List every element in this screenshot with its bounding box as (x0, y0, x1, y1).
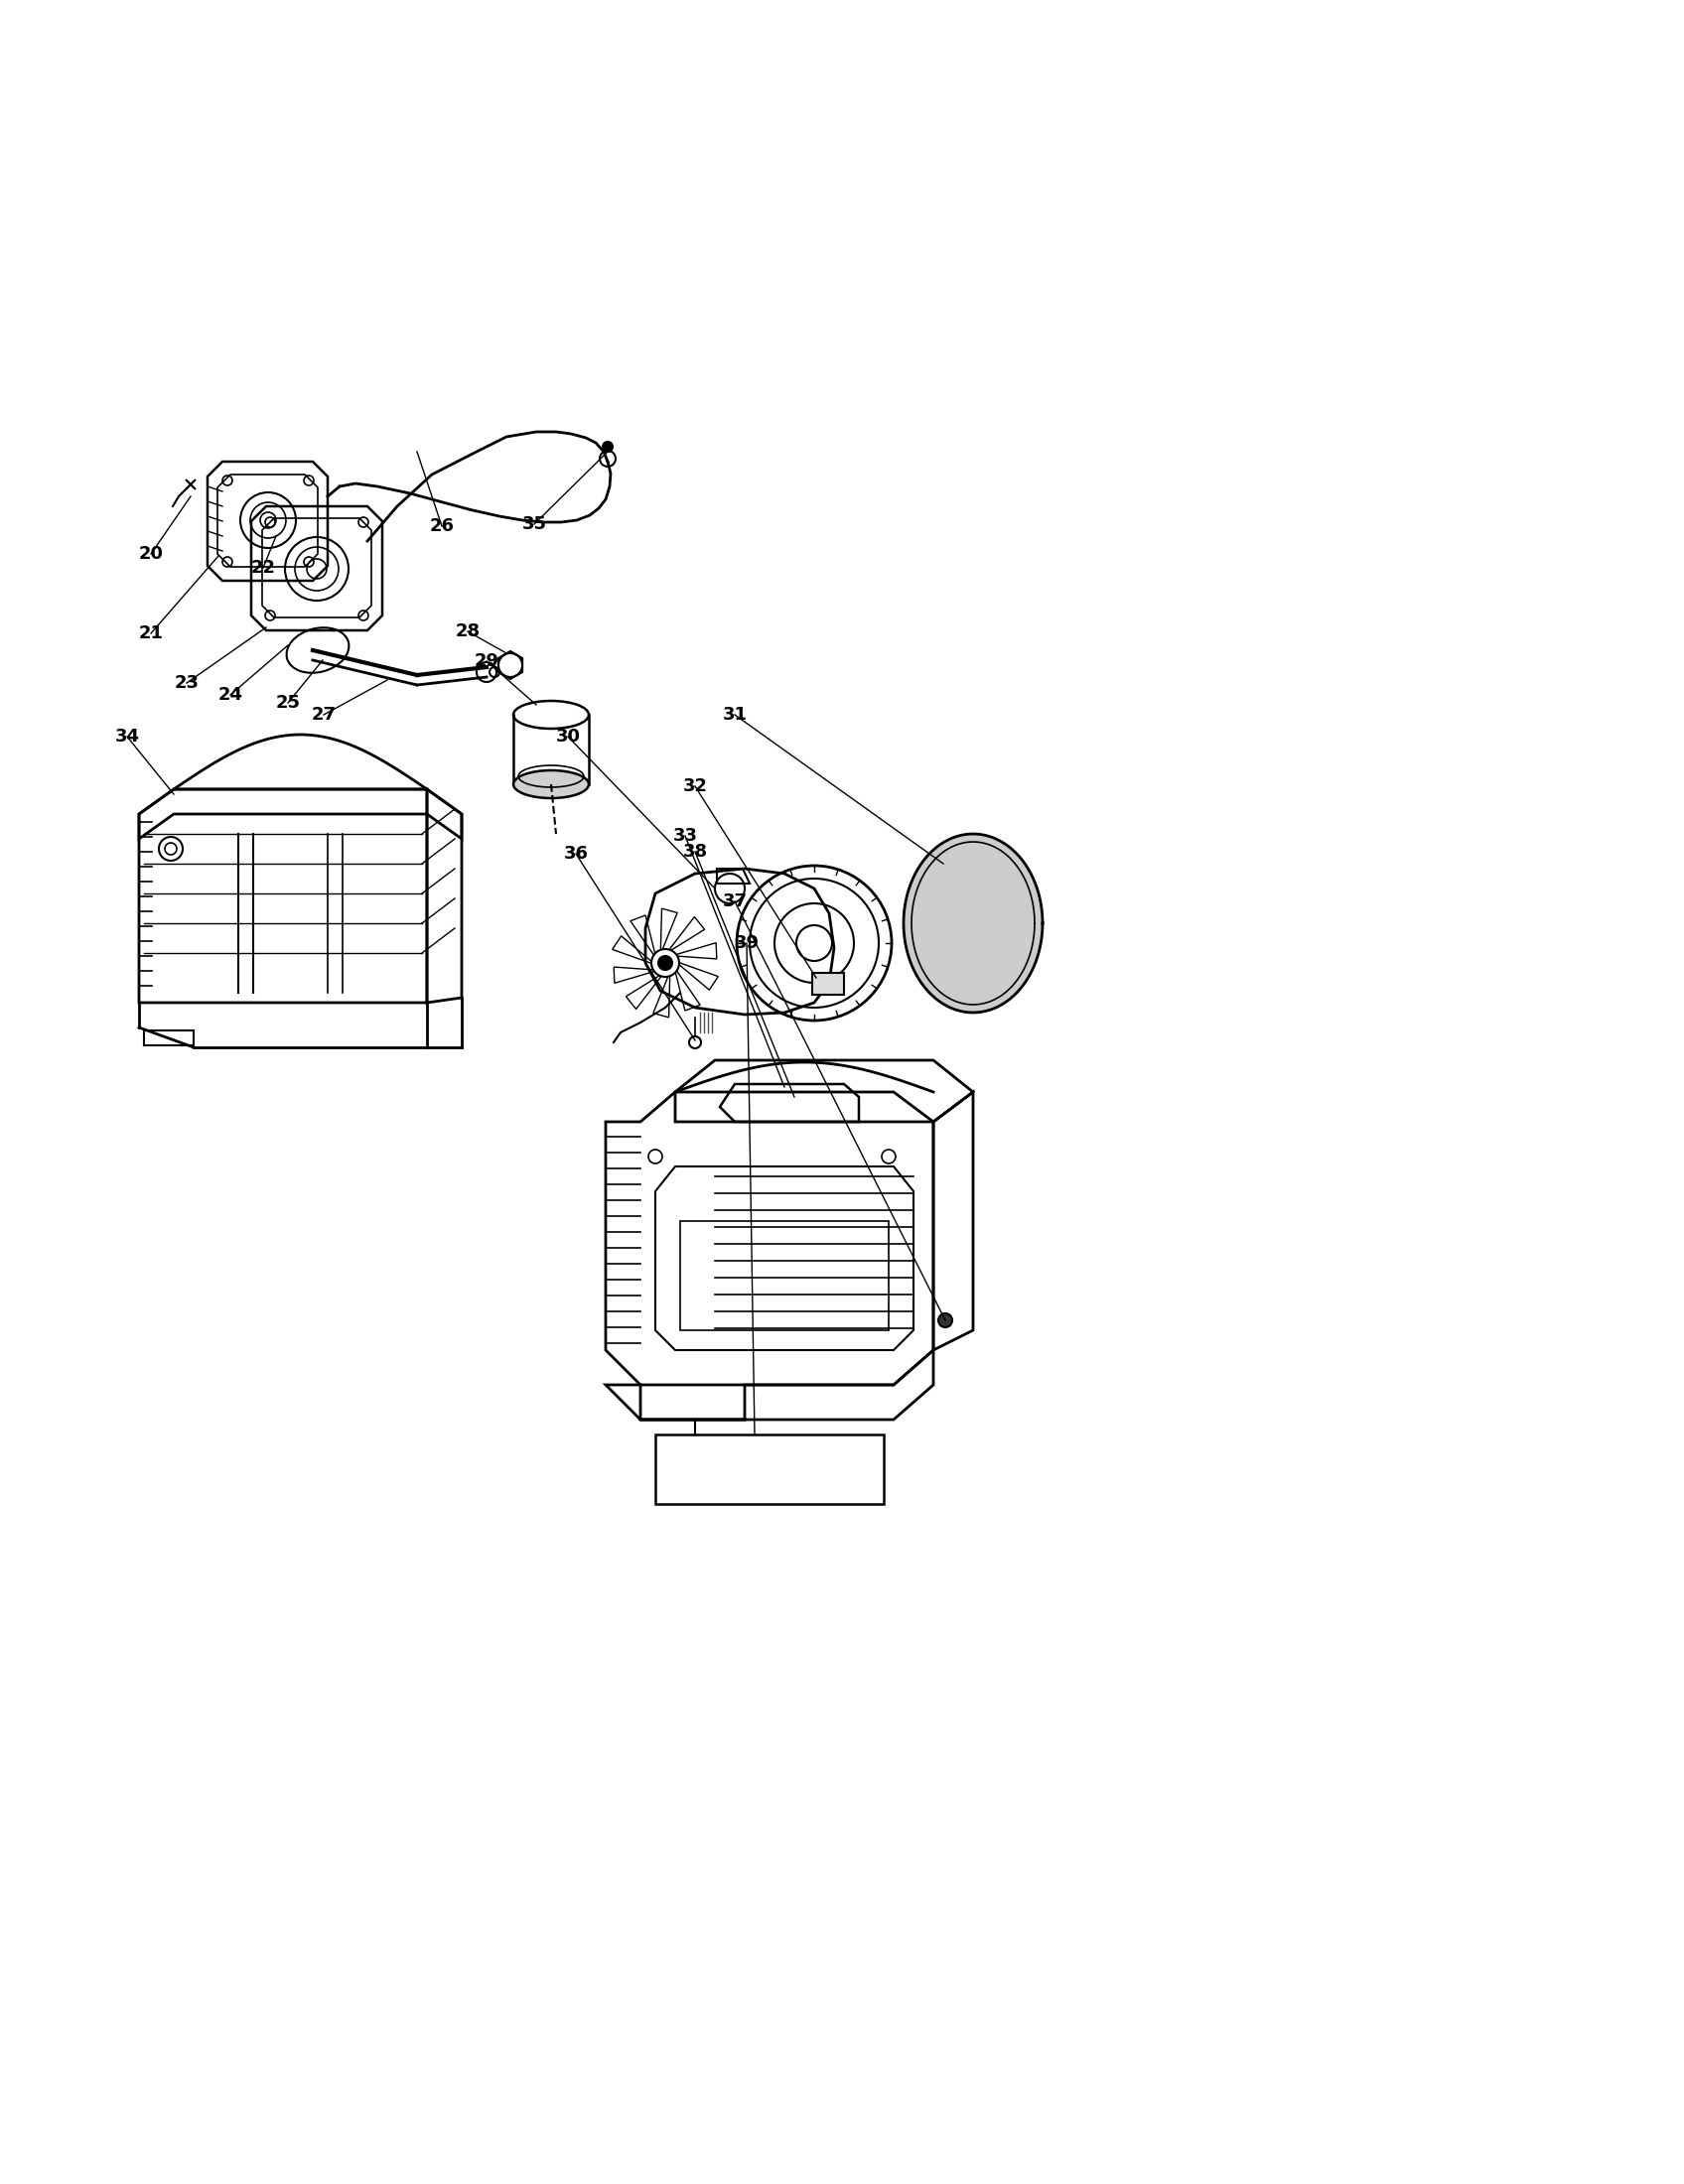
Bar (143, 1031, 194, 1046)
Text: 36: 36 (564, 845, 588, 863)
Text: 28: 28 (455, 622, 480, 640)
Text: 39: 39 (734, 935, 759, 952)
Text: 31: 31 (722, 705, 748, 723)
Text: 34: 34 (115, 727, 140, 745)
Ellipse shape (514, 771, 589, 797)
Text: 38: 38 (682, 843, 707, 860)
Text: 23: 23 (173, 675, 199, 692)
Text: 21: 21 (138, 625, 163, 642)
Text: 37: 37 (722, 893, 748, 911)
Bar (655, 1435, 884, 1505)
Text: 26: 26 (429, 518, 455, 535)
Text: 29: 29 (475, 653, 498, 670)
Text: 27: 27 (312, 705, 337, 723)
Text: 22: 22 (251, 559, 276, 577)
Circle shape (938, 1313, 951, 1328)
Text: 25: 25 (276, 695, 300, 712)
Circle shape (652, 950, 679, 976)
Text: 35: 35 (522, 515, 547, 533)
Circle shape (658, 957, 672, 970)
Circle shape (603, 441, 613, 452)
Text: 33: 33 (672, 828, 697, 845)
Text: 32: 32 (682, 778, 707, 795)
Bar (812, 972, 844, 994)
Text: 20: 20 (138, 546, 163, 563)
Text: 30: 30 (556, 727, 581, 745)
Text: 24: 24 (217, 686, 242, 703)
Polygon shape (904, 834, 1042, 1013)
